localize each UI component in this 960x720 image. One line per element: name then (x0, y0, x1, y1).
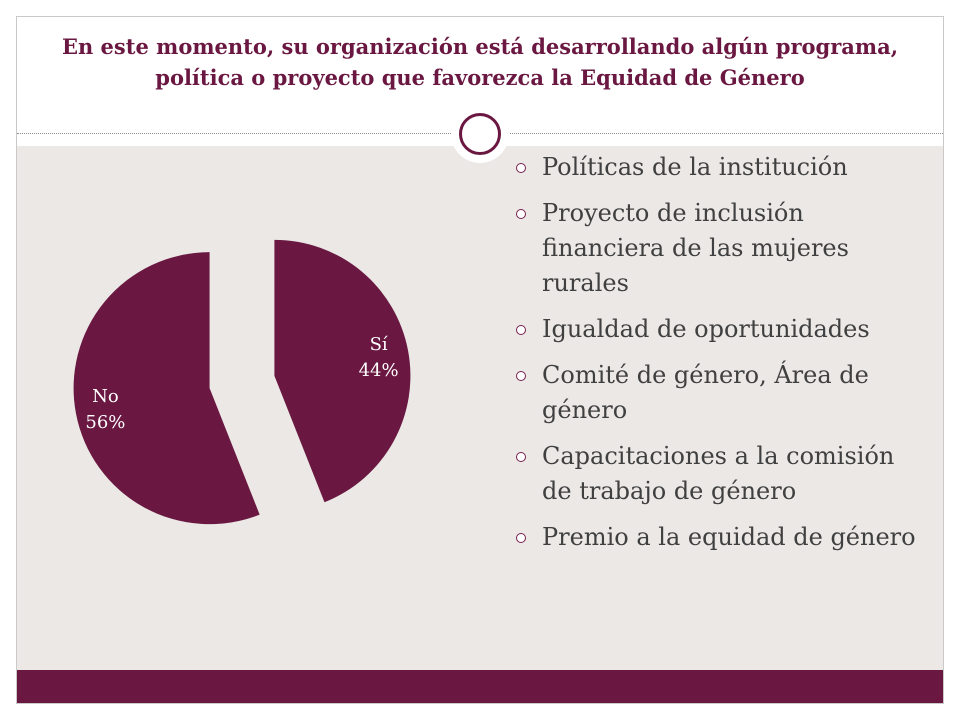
bullet-dot-icon (516, 163, 526, 173)
bullet-list: Políticas de la institución Proyecto de … (510, 150, 930, 566)
pie-slice-name-label: Sí (370, 334, 388, 355)
pie-chart: Sí 44% No 56% (73, 239, 411, 525)
bullet-item: Premio a la equidad de género (510, 520, 930, 555)
bullet-item: Políticas de la institución (510, 150, 930, 185)
bullet-item: Capacitaciones a la comisión de trabajo … (510, 439, 930, 509)
bullet-text: Políticas de la institución (542, 153, 848, 181)
bullet-text: Capacitaciones a la comisión de trabajo … (542, 442, 895, 505)
pie-slice-si (274, 239, 411, 503)
slide-title: En este momento, su organización está de… (61, 34, 899, 90)
bullet-dot-icon (516, 209, 526, 219)
bullet-text: Proyecto de inclusión financiera de las … (542, 199, 849, 297)
pie-slice-name-label: No (92, 386, 119, 407)
bullet-text: Igualdad de oportunidades (542, 315, 870, 343)
bullet-item: Proyecto de inclusión financiera de las … (510, 196, 930, 301)
bullet-item: Comité de género, Área de género (510, 358, 930, 428)
bullet-item: Igualdad de oportunidades (510, 312, 930, 347)
bullet-text: Premio a la equidad de género (542, 523, 916, 551)
pie-slice-no (73, 252, 260, 525)
divider-ring-inner (459, 113, 501, 155)
bullet-dot-icon (516, 325, 526, 335)
bullet-dot-icon (516, 452, 526, 462)
bullet-dot-icon (516, 533, 526, 543)
footer-bar (17, 670, 943, 703)
bullet-dot-icon (516, 371, 526, 381)
divider-ring-icon (451, 105, 509, 163)
bullet-text: Comité de género, Área de género (542, 361, 869, 424)
pie-slice-value-label: 44% (359, 360, 399, 381)
pie-slice-value-label: 56% (85, 412, 125, 433)
